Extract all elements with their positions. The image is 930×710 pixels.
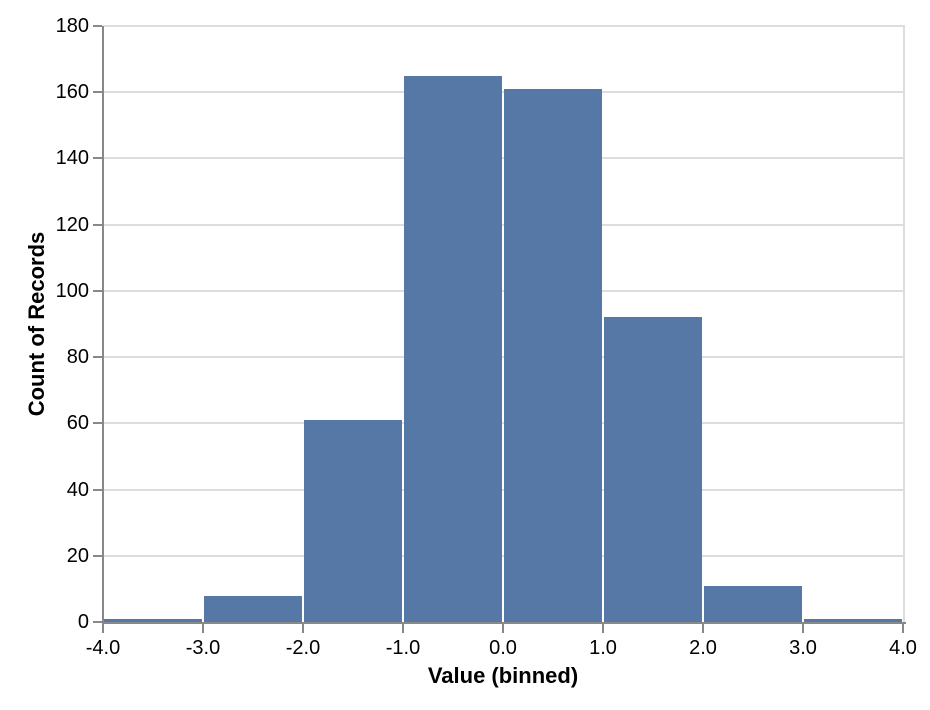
y-tick xyxy=(93,223,102,226)
x-tick-label: -3.0 xyxy=(185,637,221,659)
y-tick xyxy=(93,488,102,491)
histogram-bar xyxy=(104,618,202,622)
y-tick-label: 100 xyxy=(55,279,89,302)
histogram-bar xyxy=(304,420,402,622)
y-tick xyxy=(93,621,102,623)
y-axis-title: Count of Records xyxy=(24,231,49,417)
x-tick xyxy=(302,624,304,633)
histogram-bar xyxy=(604,317,702,622)
histogram-bar xyxy=(204,595,302,622)
x-tick-label: 3.0 xyxy=(789,637,817,659)
y-tick-label: 180 xyxy=(55,15,89,37)
y-tick-label: 120 xyxy=(55,213,89,236)
x-tick xyxy=(802,624,804,633)
y-tick-label: 160 xyxy=(55,81,89,104)
x-tick-label: 1.0 xyxy=(589,637,617,659)
y-tick-label: 60 xyxy=(66,412,89,435)
y-tick-label: 40 xyxy=(66,478,89,501)
histogram-bar xyxy=(404,75,502,622)
x-tick xyxy=(502,624,504,633)
y-tick xyxy=(93,554,102,557)
y-axis-line xyxy=(102,26,104,624)
histogram-bar xyxy=(804,618,902,622)
y-tick xyxy=(93,25,102,27)
x-tick xyxy=(902,624,904,633)
x-tick xyxy=(202,624,204,633)
x-tick xyxy=(102,624,104,633)
y-tick-label: 20 xyxy=(66,544,89,567)
y-tick-label: 140 xyxy=(55,147,89,170)
x-tick-label: 0.0 xyxy=(489,637,517,659)
x-tick-label: -2.0 xyxy=(285,637,321,659)
y-tick xyxy=(93,91,102,94)
histogram-bar xyxy=(704,585,802,622)
y-tick-label: 80 xyxy=(66,346,89,369)
y-tick xyxy=(93,289,102,292)
x-tick-label: 2.0 xyxy=(689,637,717,659)
x-tick xyxy=(702,624,704,633)
y-gridline xyxy=(103,25,905,27)
x-tick-label: -1.0 xyxy=(385,637,421,659)
right-edge-gridline xyxy=(903,25,905,623)
x-axis-title: Value (binned) xyxy=(427,663,579,688)
y-tick xyxy=(93,356,102,359)
x-tick xyxy=(402,624,404,633)
y-tick xyxy=(93,157,102,160)
x-tick xyxy=(602,624,604,633)
histogram-bar xyxy=(504,88,602,622)
x-tick-label: 4.0 xyxy=(889,637,917,659)
x-axis-line xyxy=(102,622,906,624)
y-tick xyxy=(93,422,102,425)
y-tick-label: 0 xyxy=(77,611,89,633)
x-tick-label: -4.0 xyxy=(85,637,121,659)
